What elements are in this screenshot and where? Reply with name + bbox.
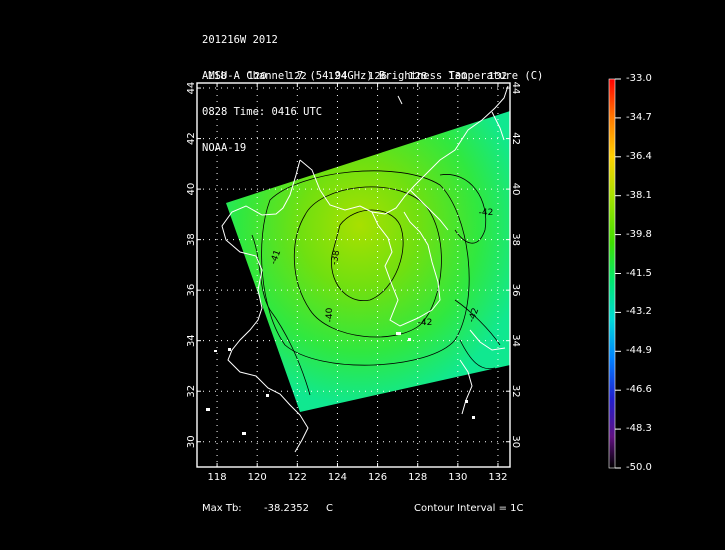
contour-label: -42 xyxy=(418,318,433,328)
contour-label: -38 xyxy=(330,249,342,265)
lat-label-right: 36 xyxy=(510,284,521,297)
contour-label: -41 xyxy=(269,249,283,266)
lon-label-bottom: 122 xyxy=(288,472,307,483)
max-tb-unit: C xyxy=(326,503,333,514)
colorbar-label: -43.2 xyxy=(626,306,652,318)
lat-label-left: 42 xyxy=(186,132,197,145)
colorbar-label: -41.5 xyxy=(626,267,652,279)
lon-label-top: 128 xyxy=(408,71,427,82)
colorbar-label: -34.7 xyxy=(626,111,652,123)
contour-interval: Contour Interval = 1C xyxy=(414,503,524,514)
lat-label-right: 38 xyxy=(510,233,521,246)
lon-label-top: 126 xyxy=(368,71,387,82)
lat-label-left: 36 xyxy=(186,284,197,297)
lat-label-right: 32 xyxy=(510,385,521,398)
lat-label-right: 30 xyxy=(510,435,521,448)
lon-label-bottom: 124 xyxy=(328,472,347,483)
lat-lon-grid xyxy=(197,83,510,467)
lat-label-left: 34 xyxy=(186,334,197,347)
max-tb-value: -38.2352 xyxy=(264,503,309,514)
header-satellite: NOAA-19 xyxy=(202,142,247,154)
lon-label-top: 118 xyxy=(208,71,227,82)
lat-label-left: 38 xyxy=(186,233,197,246)
lon-label-bottom: 120 xyxy=(248,472,267,483)
satellite-swath xyxy=(226,111,510,412)
max-tb-label: Max Tb: xyxy=(202,503,242,514)
lon-label-bottom: 118 xyxy=(208,472,227,483)
colorbar-ticks xyxy=(615,78,621,469)
colorbar-label: -33.0 xyxy=(626,73,652,84)
lat-label-right: 42 xyxy=(510,132,521,145)
lat-label-left: 32 xyxy=(186,385,197,398)
axis-ticks: 118 118 120 120 122 122 124 124 126 126 128 128 130 1… xyxy=(186,71,521,483)
colorbar-label: -38.1 xyxy=(626,189,652,201)
lat-label-left: 44 xyxy=(186,82,197,95)
lat-label-left: 30 xyxy=(186,435,197,448)
colorbar-label: -48.3 xyxy=(626,423,652,435)
lon-label-top: 130 xyxy=(448,71,467,82)
colorbar-label: -46.6 xyxy=(626,384,652,396)
colorbar xyxy=(608,78,616,469)
contour-lines xyxy=(251,170,501,396)
lon-label-top: 132 xyxy=(488,71,507,82)
coastlines xyxy=(221,85,509,453)
colorbar-label: -36.4 xyxy=(626,150,652,162)
lon-label-top: 122 xyxy=(288,71,307,82)
colorbar-label: -44.9 xyxy=(626,345,652,357)
lon-label-top: 124 xyxy=(328,71,347,82)
colorbar-label: -50.0 xyxy=(626,462,652,473)
lon-label-bottom: 132 xyxy=(488,472,507,483)
lon-label-bottom: 128 xyxy=(408,472,427,483)
plot-header: 201216W 2012 AMSU-A Channel 7 (54.94GHz)… xyxy=(202,10,543,166)
lat-label-right: 34 xyxy=(510,334,521,347)
contour-label: -42 xyxy=(467,307,481,324)
lat-label-right: 40 xyxy=(510,183,521,196)
lat-label-left: 40 xyxy=(186,183,197,196)
lon-label-bottom: 130 xyxy=(448,472,467,483)
lon-label-bottom: 126 xyxy=(368,472,387,483)
lon-label-top: 120 xyxy=(248,71,267,82)
colorbar-label: -39.8 xyxy=(626,228,652,240)
islands xyxy=(206,332,475,435)
contour-label: -42 xyxy=(479,208,494,218)
map-frame xyxy=(196,82,511,468)
header-product: AMSU-A Channel 7 (54.94GHz) Brightness T… xyxy=(202,70,544,82)
contour-label-group: -38 -40 -41 -42 -42 -42 xyxy=(269,208,493,328)
contour-label: -40 xyxy=(325,307,335,322)
lat-label-right: 44 xyxy=(510,82,521,95)
header-storm-id: 201216W 2012 xyxy=(202,34,278,46)
header-time: 0828 Time: 0416 UTC xyxy=(202,106,323,118)
